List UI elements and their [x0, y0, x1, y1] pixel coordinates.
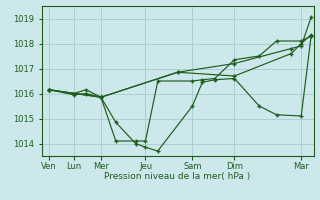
X-axis label: Pression niveau de la mer( hPa ): Pression niveau de la mer( hPa ) [104, 172, 251, 181]
